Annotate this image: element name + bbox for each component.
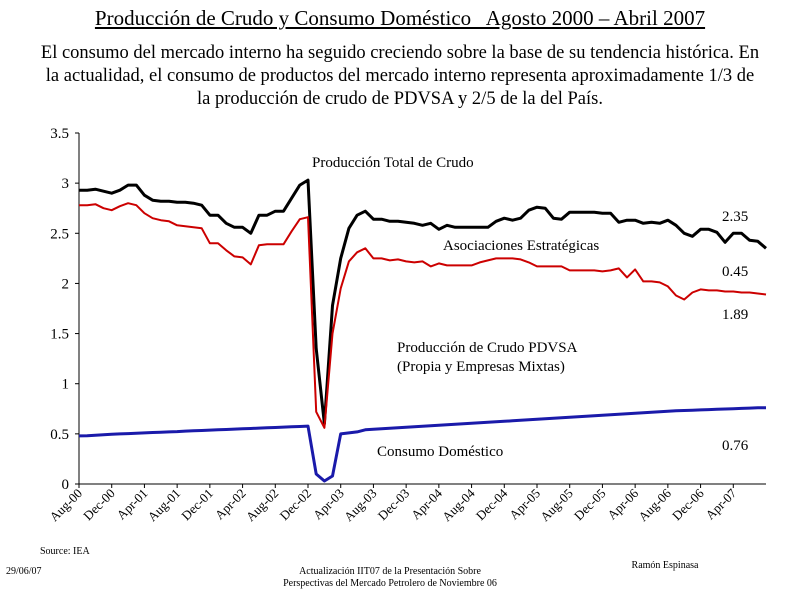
chart-annotations: Producción Total de Crudo Asociaciones E… (312, 155, 749, 460)
source-note: Source: IEA (40, 546, 90, 557)
value-total-end: 2.35 (722, 209, 748, 225)
x-tick-label: Apr-06 (604, 485, 641, 522)
x-tick-label: Apr-07 (702, 485, 739, 522)
footer-date: 29/06/07 (6, 566, 42, 577)
footer-text: Actualización IIT07 de la Presentación S… (230, 566, 550, 590)
x-tick-label: Aug-05 (537, 486, 576, 525)
footer-line-1: Actualización IIT07 de la Presentación S… (299, 566, 481, 577)
x-tick-label: Aug-01 (145, 486, 184, 525)
chart-series (78, 178, 767, 483)
value-consumo-end: 0.76 (722, 438, 749, 454)
chart-axes: 00.511.522.533.5Aug-00Dec-00Apr-01Aug-01… (46, 126, 766, 524)
x-tick-label: Aug-02 (243, 486, 282, 525)
series-line-3 (78, 406, 766, 483)
x-tick-label: Dec-03 (375, 486, 413, 524)
label-total-production: Producción Total de Crudo (312, 155, 474, 171)
x-tick-label: Apr-01 (114, 486, 151, 523)
x-tick-label: Dec-01 (178, 486, 216, 524)
series-line-2 (79, 202, 767, 429)
footer-line-2: Perspectivas del Mercado Petrolero de No… (283, 578, 497, 589)
author-credit: Ramón Espinasa (631, 560, 699, 571)
y-tick-label: 3 (62, 176, 70, 192)
series-line-1 (79, 178, 767, 426)
x-tick-label: Aug-06 (635, 485, 674, 524)
page-title: Producción de Crudo y Consumo Doméstico … (94, 6, 706, 30)
y-tick-label: 0.5 (50, 427, 69, 443)
y-tick-label: 2 (62, 276, 70, 292)
y-tick-label: 3.5 (50, 126, 69, 142)
value-asociaciones-end: 0.45 (722, 264, 748, 280)
label-consumo: Consumo Doméstico (377, 444, 503, 460)
x-tick-label: Dec-06 (669, 485, 707, 523)
x-tick-label: Dec-02 (276, 486, 314, 524)
x-tick-label: Dec-00 (80, 486, 118, 524)
y-tick-label: 2.5 (50, 226, 69, 242)
x-tick-label: Apr-04 (408, 485, 445, 522)
x-tick-label: Apr-05 (506, 486, 543, 523)
x-tick-label: Aug-03 (341, 486, 380, 525)
value-pdvsa-end: 1.89 (722, 307, 748, 323)
x-tick-label: Apr-02 (212, 486, 249, 523)
x-tick-label: Dec-04 (473, 485, 511, 523)
x-tick-label: Dec-05 (571, 486, 609, 524)
y-tick-label: 1 (62, 377, 70, 393)
y-tick-label: 1.5 (50, 327, 69, 343)
page-subtitle: El consumo del mercado interno ha seguid… (40, 43, 760, 109)
label-asociaciones: Asociaciones Estratégicas (443, 238, 599, 254)
y-tick-label: 0 (62, 477, 70, 493)
x-tick-label: Aug-04 (439, 485, 478, 524)
x-tick-label: Apr-03 (310, 486, 347, 523)
label-pdvsa-line2: (Propia y Empresas Mixtas) (397, 359, 565, 375)
label-pdvsa-line1: Producción de Crudo PDVSA (397, 340, 578, 356)
